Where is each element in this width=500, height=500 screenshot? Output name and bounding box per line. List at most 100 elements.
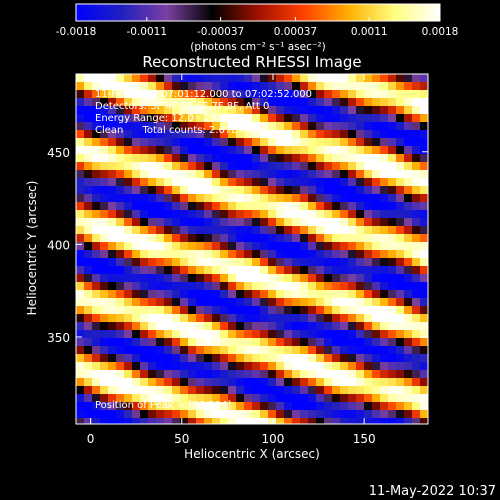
heatmap-cell: [140, 114, 149, 123]
heatmap-cell: [132, 210, 141, 219]
heatmap-cell: [92, 282, 101, 291]
heatmap-cell: [92, 194, 101, 203]
heatmap-cell: [420, 106, 428, 115]
heatmap-cell: [228, 226, 237, 235]
heatmap-cell: [300, 330, 309, 339]
heatmap-cell: [316, 394, 325, 403]
heatmap-cell: [380, 178, 389, 187]
heatmap-cell: [276, 178, 285, 187]
heatmap-cell: [116, 194, 125, 203]
heatmap-cell: [420, 314, 428, 323]
heatmap-cell: [204, 122, 213, 131]
heatmap-cell: [356, 178, 365, 187]
heatmap-cell: [356, 250, 365, 259]
heatmap-cell: [132, 322, 141, 331]
heatmap-cell: [332, 170, 341, 179]
heatmap-cell: [212, 90, 221, 99]
heatmap-cell: [180, 98, 189, 107]
heatmap-cell: [228, 362, 237, 371]
heatmap-cell: [204, 146, 213, 155]
heatmap-cell: [292, 122, 301, 131]
heatmap-cell: [156, 266, 165, 275]
heatmap-cell: [140, 330, 149, 339]
heatmap-cell: [412, 82, 421, 91]
heatmap-cell: [364, 250, 373, 259]
heatmap-cell: [140, 98, 149, 107]
heatmap-cell: [220, 274, 229, 283]
heatmap-cell: [76, 362, 85, 371]
heatmap-cell: [132, 146, 141, 155]
heatmap-cell: [84, 218, 93, 227]
heatmap-cell: [76, 146, 85, 155]
y-tick-label: 400: [47, 238, 70, 252]
x-axis-ticks: 0 50 100 150: [87, 74, 376, 446]
heatmap-cell: [364, 314, 373, 323]
heatmap-cell: [308, 162, 317, 171]
heatmap-cell: [172, 106, 181, 115]
heatmap-cell: [396, 106, 405, 115]
heatmap-cell: [220, 250, 229, 259]
heatmap-cell: [236, 122, 245, 131]
heatmap-cell: [76, 306, 85, 315]
heatmap-cell: [252, 82, 261, 91]
heatmap-cell: [180, 290, 189, 299]
heatmap-cell: [324, 138, 333, 147]
heatmap-cell: [388, 218, 397, 227]
heatmap-cell: [244, 234, 253, 243]
heatmap-cell: [260, 154, 269, 163]
heatmap-cell: [196, 402, 205, 411]
heatmap-cell: [364, 410, 373, 419]
heatmap-cell: [156, 202, 165, 211]
heatmap-cell: [292, 218, 301, 227]
heatmap-cell: [92, 178, 101, 187]
heatmap-cell: [212, 394, 221, 403]
heatmap-cell: [148, 346, 157, 355]
heatmap-cell: [300, 122, 309, 131]
heatmap-cell: [308, 82, 317, 91]
heatmap-cell: [220, 218, 229, 227]
heatmap-cell: [196, 354, 205, 363]
heatmap-cell: [108, 266, 117, 275]
heatmap-cell: [92, 130, 101, 139]
heatmap-cell: [132, 266, 141, 275]
heatmap-cell: [300, 338, 309, 347]
heatmap-cell: [364, 210, 373, 219]
heatmap-cell: [292, 170, 301, 179]
heatmap-cell: [252, 202, 261, 211]
heatmap-cell: [348, 402, 357, 411]
heatmap-cell: [300, 362, 309, 371]
heatmap-cell: [324, 290, 333, 299]
heatmap-cell: [276, 410, 285, 419]
heatmap-cell: [276, 386, 285, 395]
heatmap-cell: [116, 250, 125, 259]
heatmap-cell: [108, 402, 117, 411]
heatmap-cell: [132, 258, 141, 267]
heatmap-cell: [372, 386, 381, 395]
heatmap-cell: [316, 378, 325, 387]
heatmap-cell: [364, 82, 373, 91]
heatmap-cell: [92, 250, 101, 259]
heatmap-cell: [292, 322, 301, 331]
heatmap-cell: [124, 330, 133, 339]
heatmap-cell: [164, 418, 173, 424]
heatmap-cell: [340, 146, 349, 155]
heatmap-cell: [140, 170, 149, 179]
heatmap-cell: [84, 194, 93, 203]
heatmap-cell: [380, 218, 389, 227]
heatmap-cell: [156, 210, 165, 219]
heatmap-cell: [380, 210, 389, 219]
heatmap-cell: [388, 186, 397, 195]
heatmap-cell: [156, 186, 165, 195]
heatmap-cell: [268, 386, 277, 395]
heatmap-cell: [404, 266, 413, 275]
heatmap-cell: [156, 322, 165, 331]
heatmap-cell: [412, 90, 421, 99]
heatmap-cell: [124, 74, 133, 83]
heatmap-cell: [172, 114, 181, 123]
heatmap-cell: [388, 210, 397, 219]
heatmap-cell: [348, 154, 357, 163]
heatmap-cell: [420, 146, 428, 155]
heatmap-cell: [164, 346, 173, 355]
heatmap-cell: [252, 322, 261, 331]
heatmap-cell: [308, 242, 317, 251]
